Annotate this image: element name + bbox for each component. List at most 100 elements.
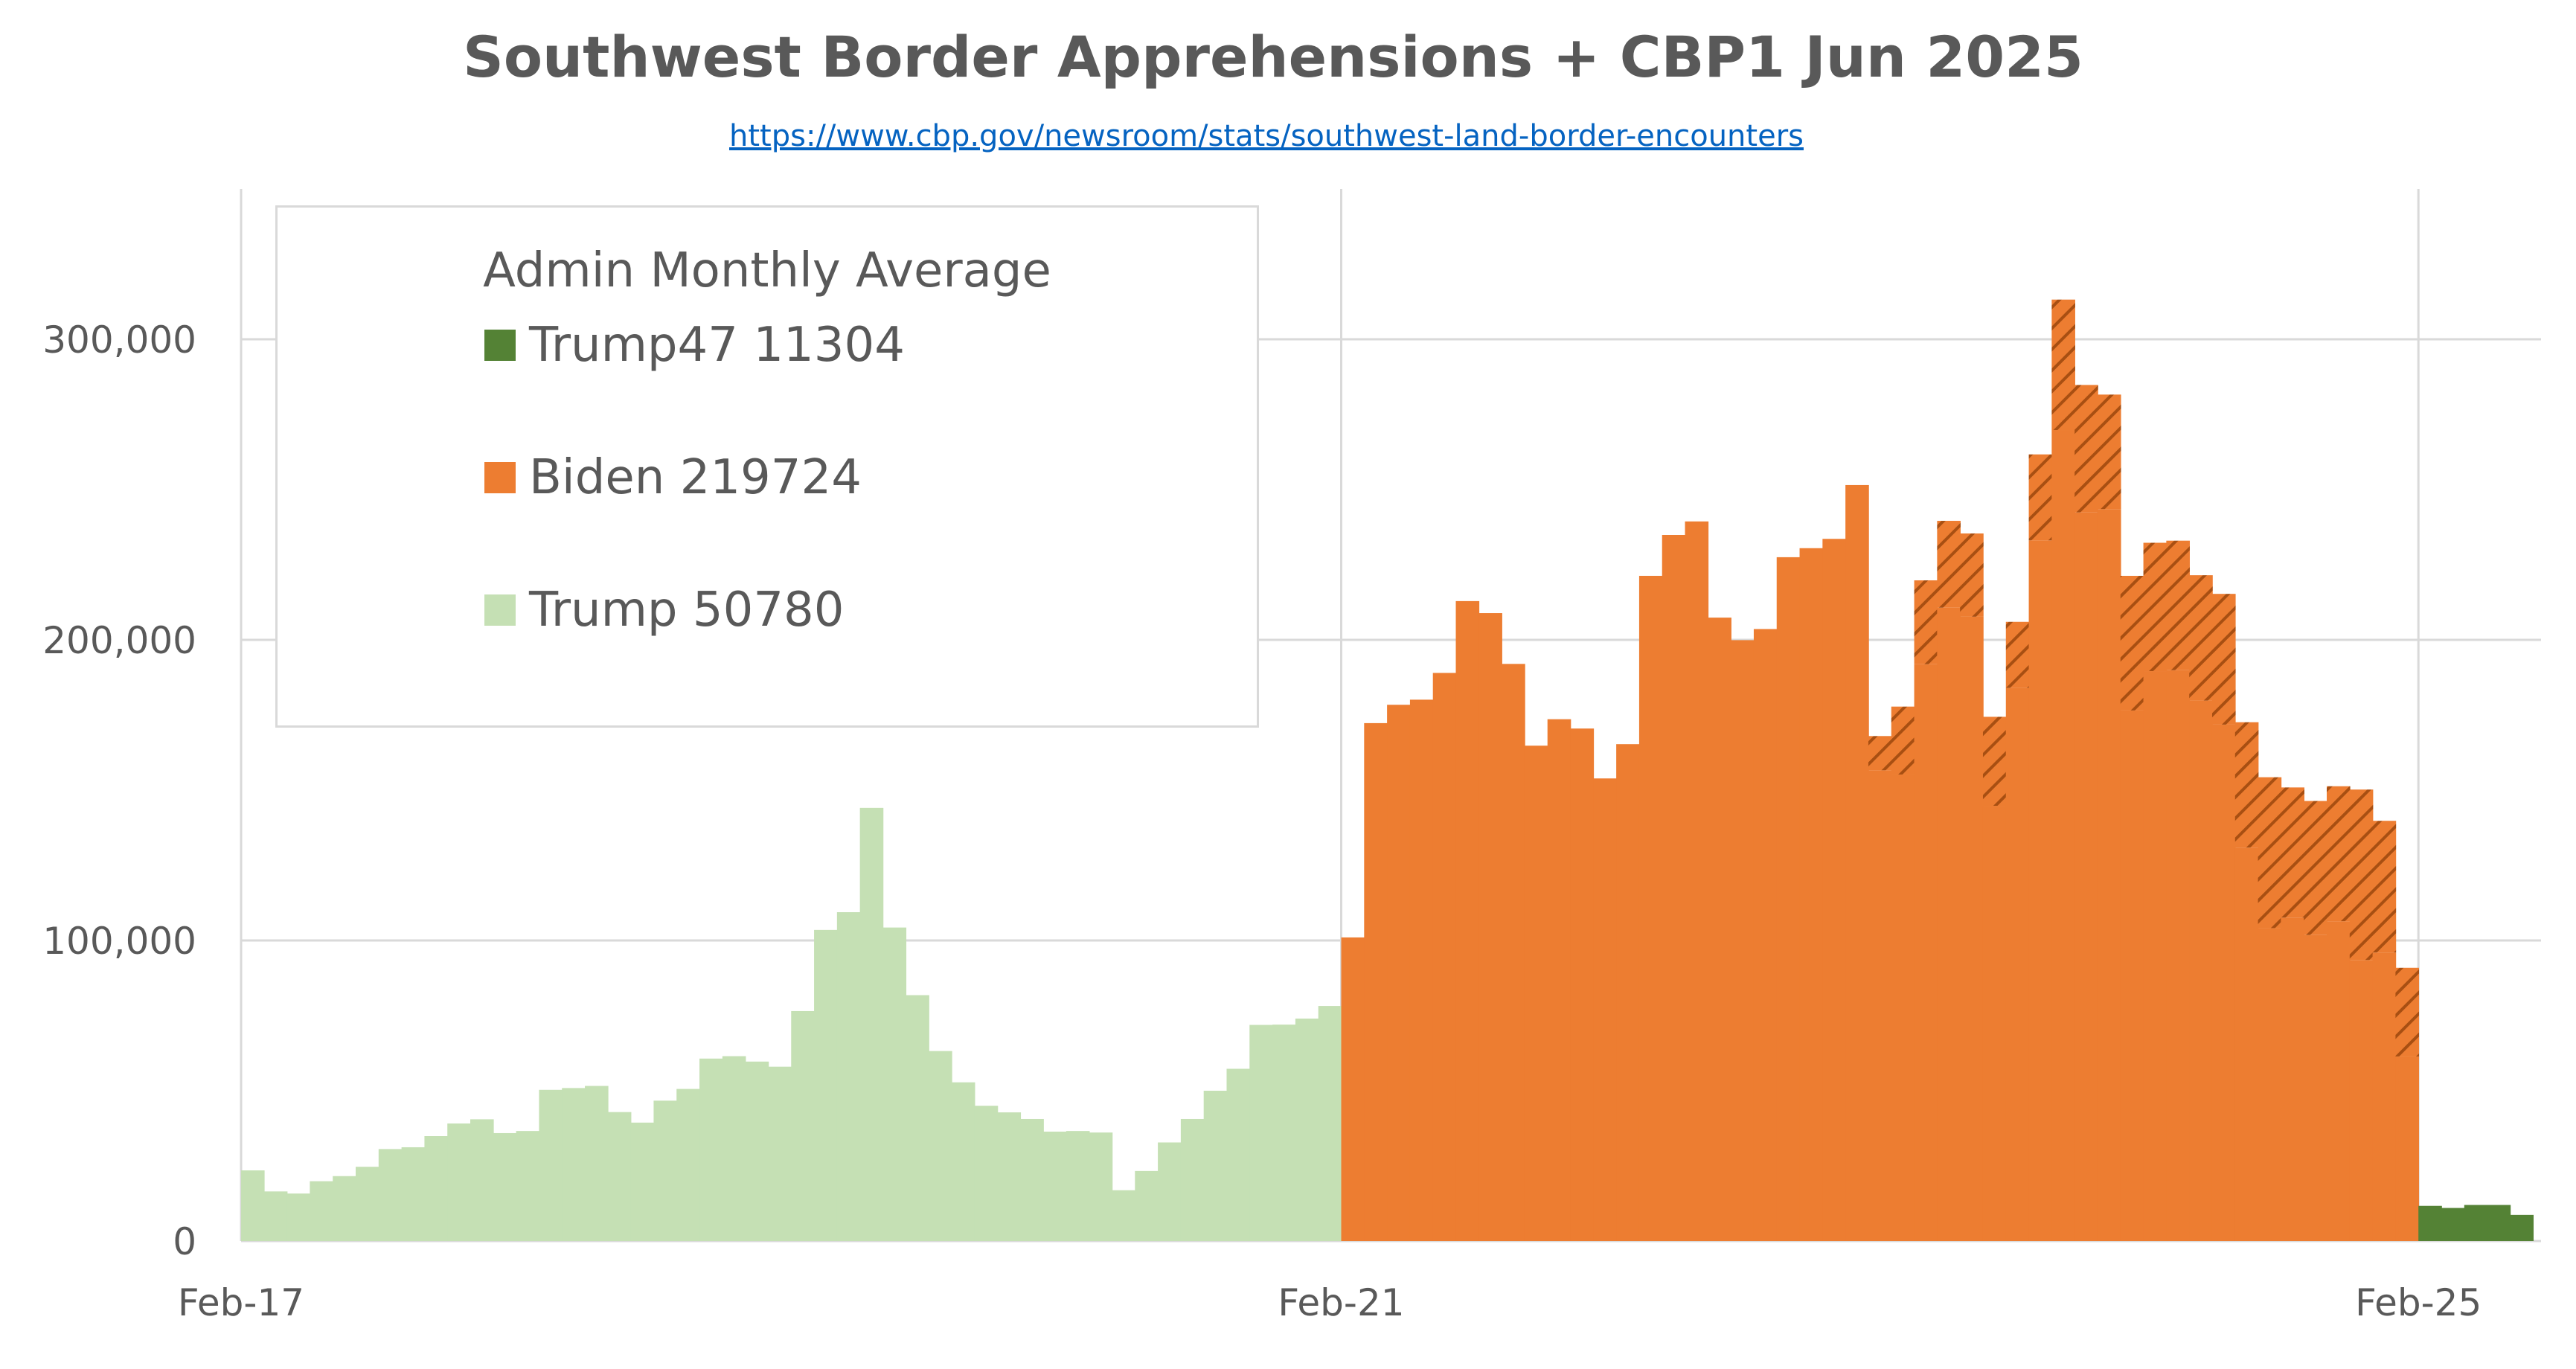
bar-biden xyxy=(2372,952,2397,1241)
bar-trump xyxy=(768,1066,792,1241)
bar-biden xyxy=(2028,540,2053,1241)
bar-trump xyxy=(814,929,838,1241)
bar-biden xyxy=(1387,705,1411,1241)
bar-trump47 xyxy=(2464,1205,2488,1241)
legend-label-trump47: Trump47 11304 xyxy=(529,318,905,373)
bar-trump xyxy=(493,1132,517,1241)
bar-trump xyxy=(310,1181,334,1241)
bar-biden xyxy=(1937,607,1961,1241)
bar-trump xyxy=(401,1147,426,1241)
legend-item-trump: Trump 50780 xyxy=(484,577,844,644)
bar-trump xyxy=(447,1123,471,1241)
bar-cbp1 xyxy=(2143,542,2168,672)
bar-trump xyxy=(997,1112,1022,1241)
bar-biden xyxy=(2258,928,2282,1241)
bar-biden xyxy=(1409,699,1434,1241)
bar-trump xyxy=(1158,1142,1182,1241)
bar-biden xyxy=(1776,557,1801,1241)
bar-trump xyxy=(470,1119,494,1241)
bar-biden xyxy=(2304,934,2327,1241)
bar-trump xyxy=(974,1106,999,1241)
bar-trump xyxy=(585,1086,609,1241)
bar-cbp1 xyxy=(2097,394,2121,510)
chart-title: Southwest Border Apprehensions + CBP1 Ju… xyxy=(463,24,2083,90)
bar-cbp1 xyxy=(2189,575,2213,701)
bar-biden xyxy=(1662,535,1686,1241)
bar-trump xyxy=(722,1056,746,1241)
bar-trump xyxy=(630,1122,655,1241)
bar-trump xyxy=(516,1131,540,1241)
bar-trump xyxy=(1318,1006,1342,1241)
bar-cbp1 xyxy=(1960,533,1984,617)
bar-biden xyxy=(1960,616,1984,1241)
bar-cbp1 xyxy=(2372,821,2397,953)
bar-cbp1 xyxy=(2051,299,2075,431)
bar-biden xyxy=(1868,770,1892,1241)
bar-trump xyxy=(562,1088,586,1241)
bar-trump xyxy=(1295,1019,1319,1241)
y-tick-label: 100,000 xyxy=(42,920,196,963)
bar-trump xyxy=(241,1170,265,1241)
bar-trump xyxy=(1272,1025,1296,1241)
bar-biden xyxy=(1753,629,1778,1241)
bar-cbp1 xyxy=(2234,722,2259,848)
bar-trump xyxy=(333,1176,356,1241)
bar-biden xyxy=(2051,430,2075,1241)
bar-trump xyxy=(882,927,907,1241)
bar-trump xyxy=(1180,1118,1205,1241)
y-axis-ticks: 0 100,000 200,000 300,000 xyxy=(42,318,196,1263)
bar-trump xyxy=(676,1089,700,1241)
bar-biden xyxy=(1616,744,1640,1241)
bar-biden xyxy=(1478,613,1502,1241)
bar-biden xyxy=(2349,960,2374,1241)
y-tick-label: 0 xyxy=(173,1220,196,1263)
legend-item-biden: Biden 219724 xyxy=(484,444,862,511)
legend-swatch-trump47 xyxy=(484,330,516,361)
bar-biden xyxy=(2189,700,2213,1241)
bar-cbp1 xyxy=(2326,786,2351,922)
bar-trump xyxy=(356,1167,379,1241)
bar-trump xyxy=(286,1193,311,1241)
legend-swatch-trump xyxy=(484,594,516,626)
bar-biden xyxy=(2097,509,2121,1241)
legend-label-biden: Biden 219724 xyxy=(529,450,862,505)
bar-biden xyxy=(1731,640,1755,1241)
bar-cbp1 xyxy=(1982,716,2007,807)
bar-biden xyxy=(1502,664,1525,1241)
bar-biden xyxy=(1638,575,1663,1241)
bar-trump xyxy=(1135,1170,1159,1241)
bar-biden xyxy=(1845,484,1869,1241)
bar-cbp1 xyxy=(2028,454,2053,541)
bar-biden xyxy=(1799,548,1824,1241)
bar-trump xyxy=(378,1149,403,1241)
bar-cbp1 xyxy=(2395,967,2420,1057)
bar-cbp1 xyxy=(2166,540,2190,670)
bar-biden xyxy=(1524,746,1548,1241)
bar-trump xyxy=(263,1191,288,1241)
bar-trump xyxy=(539,1089,563,1241)
bar-biden xyxy=(1455,600,1480,1241)
bar-trump xyxy=(1203,1091,1228,1241)
bar-cbp1 xyxy=(2349,789,2374,961)
y-tick-label: 300,000 xyxy=(42,318,196,362)
bar-biden xyxy=(2395,1056,2420,1241)
bar-biden xyxy=(1914,664,1938,1241)
bar-biden xyxy=(1593,778,1617,1241)
bar-trump xyxy=(1249,1025,1273,1241)
bar-biden xyxy=(2281,917,2304,1241)
bar-biden xyxy=(2005,687,2030,1241)
bar-trump xyxy=(1020,1118,1044,1241)
bar-trump xyxy=(929,1051,952,1241)
bar-cbp1 xyxy=(2005,621,2030,688)
bar-biden xyxy=(2166,670,2190,1241)
x-tick-label: Feb-25 xyxy=(2355,1281,2482,1324)
bar-trump xyxy=(653,1100,678,1241)
bar-trump xyxy=(1043,1131,1067,1241)
source-link[interactable]: https://www.cbp.gov/newsroom/stats/south… xyxy=(729,119,1804,153)
bars xyxy=(241,299,2534,1241)
bar-trump xyxy=(859,807,884,1241)
bar-cbp1 xyxy=(2120,575,2144,711)
bar-trump xyxy=(1226,1068,1251,1241)
bar-trump xyxy=(699,1058,723,1241)
bar-trump xyxy=(791,1010,815,1241)
